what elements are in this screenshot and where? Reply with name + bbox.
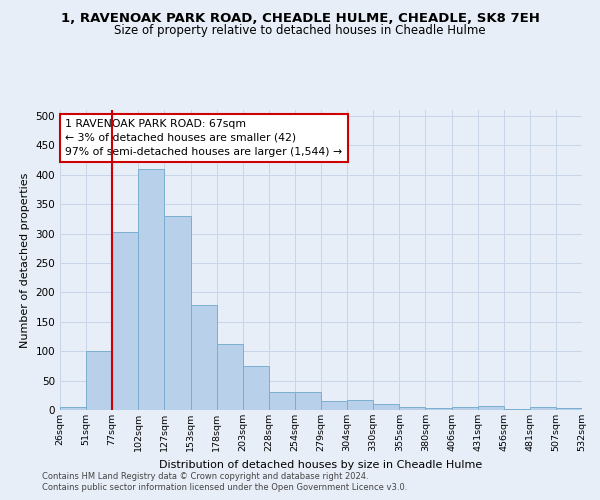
Bar bbox=[217, 344, 243, 410]
Text: Contains public sector information licensed under the Open Government Licence v3: Contains public sector information licen… bbox=[42, 484, 407, 492]
Bar bbox=[321, 401, 347, 410]
Bar bbox=[400, 407, 425, 410]
Bar bbox=[373, 404, 400, 410]
Bar bbox=[164, 216, 191, 410]
Bar bbox=[504, 409, 530, 410]
Text: 1 RAVENOAK PARK ROAD: 67sqm
← 3% of detached houses are smaller (42)
97% of semi: 1 RAVENOAK PARK ROAD: 67sqm ← 3% of deta… bbox=[65, 119, 343, 157]
Bar bbox=[60, 407, 86, 410]
Bar bbox=[139, 169, 164, 410]
Bar bbox=[242, 366, 269, 410]
Bar bbox=[295, 392, 321, 410]
Text: Size of property relative to detached houses in Cheadle Hulme: Size of property relative to detached ho… bbox=[114, 24, 486, 37]
Text: 1, RAVENOAK PARK ROAD, CHEADLE HULME, CHEADLE, SK8 7EH: 1, RAVENOAK PARK ROAD, CHEADLE HULME, CH… bbox=[61, 12, 539, 26]
Bar bbox=[556, 408, 582, 410]
Bar bbox=[425, 408, 452, 410]
Bar bbox=[269, 392, 295, 410]
Text: Contains HM Land Registry data © Crown copyright and database right 2024.: Contains HM Land Registry data © Crown c… bbox=[42, 472, 368, 481]
Bar bbox=[86, 351, 112, 410]
Bar bbox=[478, 406, 504, 410]
Y-axis label: Number of detached properties: Number of detached properties bbox=[20, 172, 30, 348]
Bar bbox=[112, 232, 139, 410]
X-axis label: Distribution of detached houses by size in Cheadle Hulme: Distribution of detached houses by size … bbox=[160, 460, 482, 469]
Bar bbox=[191, 306, 217, 410]
Bar bbox=[530, 407, 556, 410]
Bar bbox=[347, 400, 373, 410]
Bar bbox=[452, 407, 478, 410]
